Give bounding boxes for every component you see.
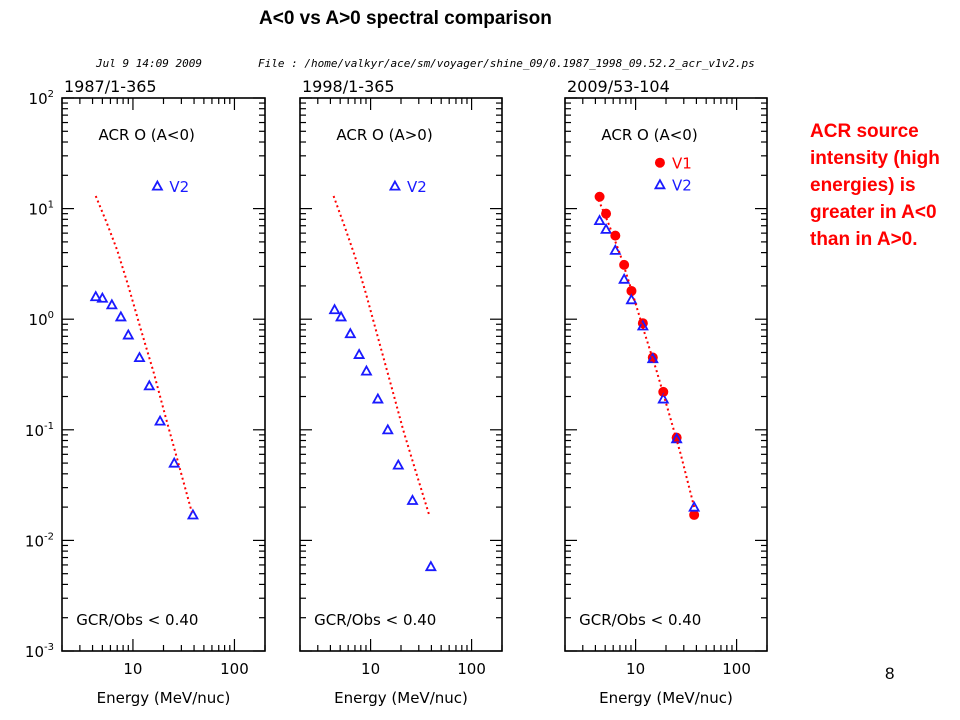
data-point-v1 <box>619 259 630 270</box>
plot-frame <box>564 97 768 652</box>
data-point-v2 <box>114 310 127 322</box>
header-file: File : /home/valkyr/ace/sm/voyager/shine… <box>258 57 755 70</box>
data-point-v2 <box>657 392 670 404</box>
chart-panel-1: 10 100 10-3 10-2 10-1 100 101 102 1987/1-365 ACR … <box>25 77 266 707</box>
data-point-v2 <box>406 494 419 505</box>
data-point-v2 <box>618 272 631 284</box>
plot-frame <box>299 97 503 652</box>
x-tick-label: 10 <box>123 660 142 678</box>
chart-panel-2: 10 100 1998/1-365 ACR O (A>0) GCR/Obs < 0.40… <box>299 77 503 707</box>
data-point-v2 <box>636 319 649 331</box>
data-point-v2 <box>593 214 606 226</box>
data-point-v2 <box>600 222 613 234</box>
legend-marker-v2 <box>653 178 666 190</box>
legend-label-v2: V2 <box>407 178 427 196</box>
slide-number: 8 <box>885 664 895 683</box>
footer-label: GCR/Obs < 0.40 <box>579 611 701 629</box>
y-tick-label: 10-3 <box>25 642 54 661</box>
species-label: ACR O (A>0) <box>336 126 432 144</box>
x-tick-label: 100 <box>457 660 486 678</box>
legend-marker-v1 <box>654 157 665 168</box>
legend-marker-v2 <box>388 179 401 191</box>
data-point-v2 <box>360 364 373 376</box>
y-tick-label: 102 <box>29 89 54 108</box>
data-point-v2 <box>670 432 683 444</box>
x-tick-label: 10 <box>626 660 645 678</box>
model-curve <box>597 199 696 508</box>
data-point-v1 <box>601 208 612 219</box>
data-point-v2 <box>424 560 437 572</box>
panel-title: 2009/53-104 <box>567 77 670 96</box>
data-point-v2 <box>688 500 701 512</box>
x-tick-label: 10 <box>361 660 380 678</box>
panel-title: 1987/1-365 <box>64 77 157 96</box>
annotation-text: ACR source intensity (high energies) is … <box>810 121 940 250</box>
x-axis-label: Energy (MeV/nuc) <box>97 689 231 707</box>
panel-title: 1998/1-365 <box>302 77 395 96</box>
x-tick-label: 100 <box>722 660 751 678</box>
data-point-v2 <box>122 328 135 340</box>
model-curve <box>332 195 431 516</box>
x-axis-label: Energy (MeV/nuc) <box>334 689 468 707</box>
data-point-v2 <box>344 327 357 339</box>
data-point-v2 <box>96 291 109 303</box>
species-label: ACR O (A<0) <box>601 126 697 144</box>
footer-label: GCR/Obs < 0.40 <box>314 611 436 629</box>
data-point-v2 <box>143 379 156 391</box>
y-tick-label: 10-1 <box>25 421 54 440</box>
data-point-v2 <box>168 456 181 468</box>
legend-label-v2: V2 <box>672 177 692 195</box>
data-point-v2 <box>335 310 348 322</box>
data-point-v2 <box>353 348 366 359</box>
chart-panel-3: 10 100 2009/53-104 ACR O (A<0) GCR/Obs < 0.4… <box>564 77 768 707</box>
data-point-v2 <box>89 290 102 302</box>
data-point-v2 <box>186 508 199 520</box>
data-point-v2 <box>105 298 118 310</box>
footer-label: GCR/Obs < 0.40 <box>76 611 198 629</box>
data-point-v2 <box>133 351 146 363</box>
y-tick-label: 100 <box>29 310 54 329</box>
plot-frame <box>61 97 266 652</box>
species-label: ACR O (A<0) <box>99 126 195 144</box>
data-point-v2 <box>646 352 659 364</box>
x-axis-label: Energy (MeV/nuc) <box>599 689 733 707</box>
header-date: Jul 9 14:09 2009 <box>95 57 202 70</box>
y-tick-label: 10-2 <box>25 531 54 550</box>
slide-title: A<0 vs A>0 spectral comparison <box>259 8 552 29</box>
data-point-v1 <box>689 509 700 520</box>
y-tick-label: 101 <box>29 200 54 219</box>
data-point-v1 <box>658 386 669 397</box>
data-point-v2 <box>328 303 341 315</box>
data-point-v2 <box>381 423 394 435</box>
data-point-v2 <box>609 243 622 255</box>
legend-marker-v2 <box>151 179 164 191</box>
legend-label-v2: V2 <box>169 178 189 196</box>
x-tick-label: 100 <box>220 660 249 678</box>
model-curve <box>94 195 193 513</box>
data-point-v2 <box>371 392 384 404</box>
data-point-v2 <box>392 458 405 470</box>
legend-label-v1: V1 <box>672 155 692 173</box>
data-point-v2 <box>154 414 167 426</box>
